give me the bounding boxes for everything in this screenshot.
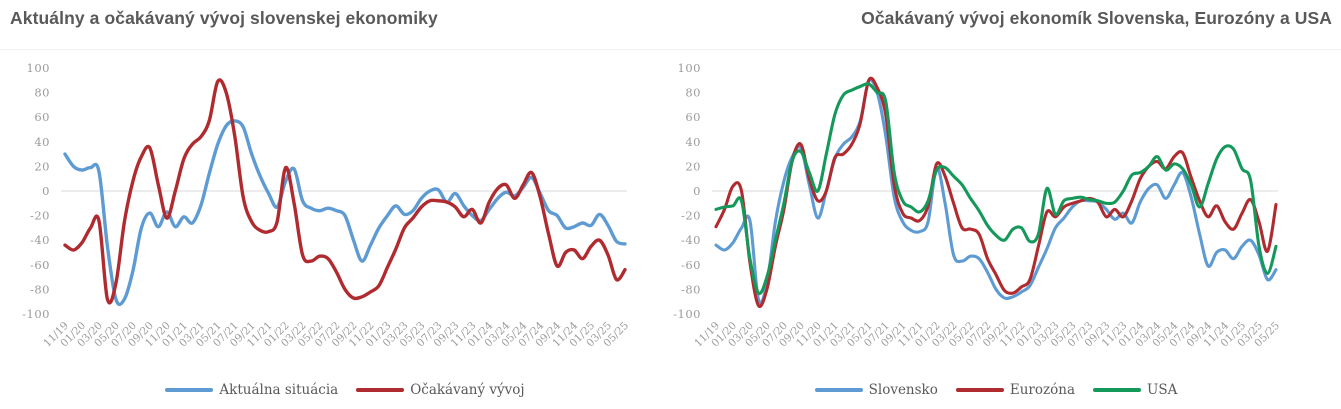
y-tick-label: 60 (685, 110, 701, 124)
legend-label-slovensko: Slovensko (868, 382, 938, 398)
legend-item-usa: USA (1093, 382, 1177, 398)
series-line-ocakavany-vyvoj (63, 78, 627, 305)
legend-swatch-aktualna-situacia (165, 388, 214, 392)
legend-swatch-slovensko (814, 388, 863, 392)
legend-label-usa: USA (1147, 382, 1178, 398)
y-tick-label: -40 (30, 233, 50, 247)
y-tick-label: -100 (22, 307, 50, 321)
legend-item-eurozona: Eurozóna (955, 382, 1075, 398)
y-tick-label: 40 (685, 135, 701, 149)
y-tick-label: -60 (681, 258, 701, 272)
y-tick-label: 20 (34, 159, 50, 173)
y-tick-label: 100 (678, 61, 701, 75)
y-tick-label: 60 (34, 110, 50, 124)
legend-item-slovensko: Slovensko (814, 382, 938, 398)
legend-swatch-usa (1093, 388, 1141, 392)
chart-area-1: 100806040200-20-40-60-80-10011/1901/2003… (673, 61, 1282, 350)
y-tick-label: -20 (681, 209, 701, 223)
title-divider-line (0, 49, 1341, 50)
y-tick-label: -40 (681, 233, 701, 247)
chart-area-0: 100806040200-20-40-60-80-10011/1901/2003… (22, 61, 631, 350)
right-chart-legend: Slovensko Eurozóna USA (716, 380, 1276, 400)
series-line-usa (714, 82, 1278, 296)
y-tick-label: -60 (30, 258, 50, 272)
y-tick-label: 0 (693, 184, 701, 198)
series-line-eurozona (714, 76, 1278, 308)
y-tick-label: 80 (685, 86, 701, 100)
legend-swatch-ocakavany-vyvoj (356, 388, 405, 392)
y-tick-label: -100 (673, 307, 701, 321)
y-tick-label: 0 (42, 184, 50, 198)
y-tick-label: 40 (34, 135, 50, 149)
legend-label-eurozona: Eurozóna (1009, 382, 1075, 398)
left-chart-legend: Aktuálna situácia Očakávaný vývoj (65, 380, 625, 400)
y-tick-label: 20 (685, 159, 701, 173)
y-tick-label: -80 (30, 282, 50, 296)
legend-swatch-eurozona (955, 388, 1004, 392)
legend-label-aktualna-situacia: Aktuálna situácia (219, 382, 339, 398)
legend-item-aktualna-situacia: Aktuálna situácia (165, 382, 338, 398)
y-tick-label: 80 (34, 86, 50, 100)
series-line-slovensko (714, 78, 1278, 305)
right-chart-title: Očakávaný vývoj ekonomík Slovenska, Euro… (861, 8, 1332, 28)
legend-item-ocakavany-vyvoj: Očakávaný vývoj (356, 382, 525, 398)
y-tick-label: 100 (27, 61, 50, 75)
left-chart-title: Aktuálny a očakávaný vývoj slovenskej ek… (10, 8, 438, 28)
series-line-aktualna-situacia (63, 119, 627, 307)
y-tick-label: -80 (681, 282, 701, 296)
legend-label-ocakavany-vyvoj: Očakávaný vývoj (410, 382, 525, 398)
y-tick-label: -20 (30, 209, 50, 223)
charts-canvas: 100806040200-20-40-60-80-10011/1901/2003… (22, 61, 1282, 350)
